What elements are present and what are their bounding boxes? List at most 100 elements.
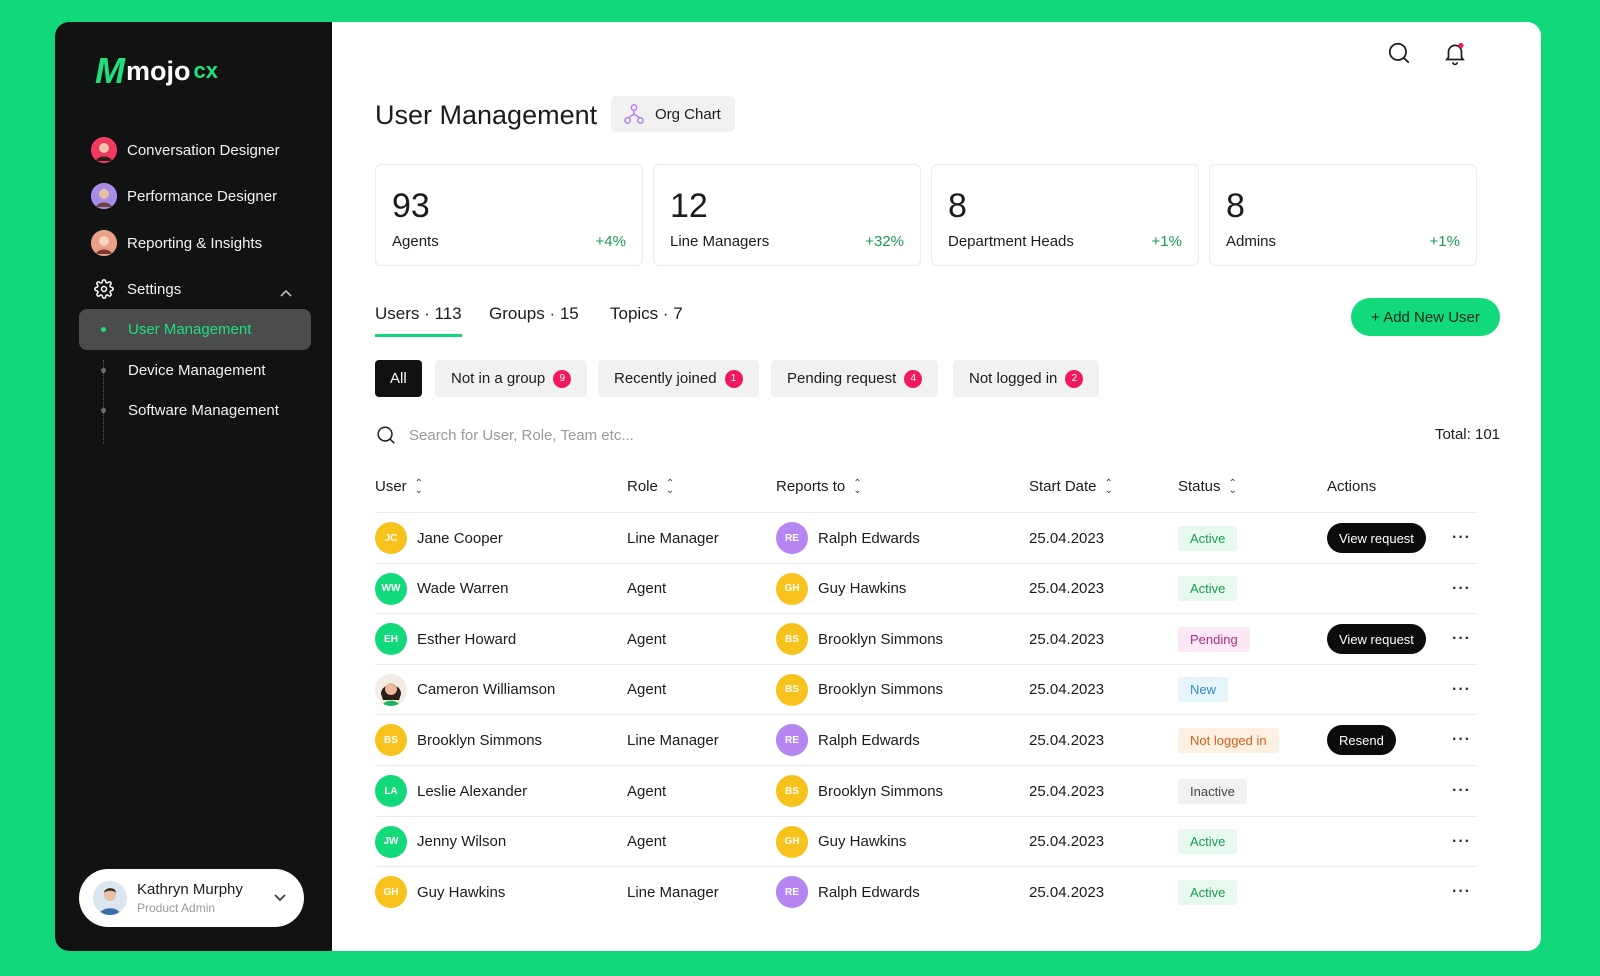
user-cell[interactable]: JW Jenny Wilson [375,817,506,867]
column-header-status[interactable]: Status ⌃ ⌄ [1178,478,1237,495]
status-badge: Active [1178,525,1238,551]
reports-to-cell[interactable]: BS Brooklyn Simmons [776,665,943,715]
stat-card-agents: 93 Agents +4% [375,164,643,266]
chevron-up-icon[interactable] [280,286,292,300]
more-options-icon[interactable]: ··· [1452,680,1471,698]
count-badge: 2 [1065,369,1084,388]
org-chart-icon [624,104,644,124]
status-badge: New [1178,677,1229,703]
user-cell[interactable]: LA Leslie Alexander [375,766,527,816]
more-options-icon[interactable]: ··· [1452,832,1471,850]
filter-all[interactable]: All [375,360,422,397]
more-options-icon[interactable]: ··· [1452,883,1471,901]
stat-value: 12 [670,187,708,225]
stat-label: Department Heads [948,233,1074,250]
column-header-role[interactable]: Role ⌃ ⌄ [627,478,674,495]
table-row: Cameron Williamson Agent BS Brooklyn Simmon… [375,663,1477,715]
table-row: WW Wade Warren Agent GH Guy Hawkins 25.04.202… [375,562,1477,614]
avatar: JC [375,522,407,554]
start-date-cell: 25.04.2023 [1029,681,1105,699]
sort-icon: ⌃ ⌄ [1228,477,1237,496]
stat-label: Agents [392,233,439,250]
column-header-reports-to[interactable]: Reports to ⌃ ⌄ [776,478,862,495]
tab-groups[interactable]: Groups · 15 [489,304,579,323]
user-cell[interactable]: Cameron Williamson [375,665,555,715]
reports-to-name: Brooklyn Simmons [818,681,944,699]
user-name: Leslie Alexander [417,782,528,800]
profile-switcher[interactable]: Kathryn Murphy Product Admin [79,869,304,927]
sidebar-item-device-management[interactable]: Device Management [79,350,311,391]
reports-to-cell[interactable]: RE Ralph Edwards [776,867,920,917]
bell-icon[interactable] [1442,40,1468,66]
submenu-dot [101,368,106,373]
total-count: Total: 101 [1434,426,1500,443]
app-window: M mojo cx Conversation Designer Performa… [55,22,1541,951]
sidebar-item-reporting-insights[interactable]: Reporting & Insights [91,228,262,258]
gear-icon [91,276,117,302]
resend-button[interactable]: Resend [1327,725,1396,756]
filter-not-in-group[interactable]: Not in a group 9 [435,360,588,397]
user-cell[interactable]: EH Esther Howard [375,614,516,664]
start-date-cell: 25.04.2023 [1029,782,1105,800]
sidebar-item-software-management[interactable]: Software Management [79,390,311,431]
chevron-down-icon[interactable] [274,889,286,907]
stat-change: +1% [1151,233,1182,250]
view-request-button[interactable]: View request [1327,523,1426,553]
logo: M mojo cx [95,50,218,92]
reports-to-cell[interactable]: GH Guy Hawkins [776,817,906,867]
filter-not-logged-in[interactable]: Not logged in 2 [953,360,1100,397]
column-header-user[interactable]: User ⌃ ⌄ [375,478,423,495]
avatar: LA [375,775,407,807]
user-cell[interactable]: WW Wade Warren [375,564,508,614]
column-header-label: Actions [1327,478,1377,495]
start-date-cell: 25.04.2023 [1029,580,1105,598]
sidebar-item-settings[interactable]: Settings [91,274,181,304]
search-input[interactable] [409,426,829,444]
view-request-button[interactable]: View request [1327,624,1426,655]
tab-topics[interactable]: Topics · 7 [610,304,683,323]
reports-to-cell[interactable]: RE Ralph Edwards [776,715,920,765]
role-cell: Agent [627,630,667,648]
status-badge: Pending [1178,626,1250,652]
stat-card-department-heads: 8 Department Heads +1% [931,164,1199,266]
reports-to-cell[interactable]: BS Brooklyn Simmons [776,614,943,664]
avatar: GH [375,876,407,909]
more-options-icon[interactable]: ··· [1452,782,1471,799]
sidebar-item-user-management[interactable]: User Management [79,309,311,350]
start-date-cell: 25.04.2023 [1029,883,1105,901]
logo-mark: M [95,50,125,91]
column-header-label: User [375,478,407,495]
role-cell: Line Manager [627,883,719,901]
add-new-user-button[interactable]: + Add New User [1351,298,1500,336]
user-cell[interactable]: BS Brooklyn Simmons [375,715,542,765]
tab-users[interactable]: Users · 113 [375,304,462,337]
sidebar-item-conversation-designer[interactable]: Conversation Designer [91,135,280,165]
sidebar-item-label: Software Management [128,402,279,419]
sidebar-item-performance-designer[interactable]: Performance Designer [91,181,277,211]
user-cell[interactable]: JC Jane Cooper [375,513,503,563]
column-header-start-date[interactable]: Start Date ⌃ ⌄ [1029,478,1113,495]
avatar: JW [375,825,407,858]
more-options-icon[interactable]: ··· [1452,579,1471,597]
more-options-icon[interactable]: ··· [1452,630,1471,648]
filter-recently-joined[interactable]: Recently joined 1 [598,360,759,397]
org-chart-button[interactable]: Org Chart [611,96,735,132]
table-row: EH Esther Howard Agent BS Brooklyn Simmons 25… [375,613,1477,663]
reports-to-name: Ralph Edwards [818,883,920,901]
logo-suffix: cx [193,58,218,83]
more-options-icon[interactable]: ··· [1452,731,1471,749]
filter-pending-request[interactable]: Pending request 4 [771,360,939,397]
more-options-icon[interactable]: ··· [1452,529,1471,546]
avatar: BS [776,775,808,807]
reports-to-cell[interactable]: BS Brooklyn Simmons [776,766,943,816]
reports-to-name: Ralph Edwards [818,731,920,749]
user-cell[interactable]: GH Guy Hawkins [375,867,505,917]
reports-to-cell[interactable]: GH Guy Hawkins [776,564,906,614]
sort-icon: ⌃ ⌄ [665,477,675,496]
search-icon[interactable] [1386,40,1412,66]
avatar: GH [776,572,808,605]
sidebar-item-label: Conversation Designer [127,141,280,159]
sidebar-item-label: Device Management [128,362,266,379]
reports-to-cell[interactable]: RE Ralph Edwards [776,513,920,563]
stat-value: 8 [948,187,967,225]
